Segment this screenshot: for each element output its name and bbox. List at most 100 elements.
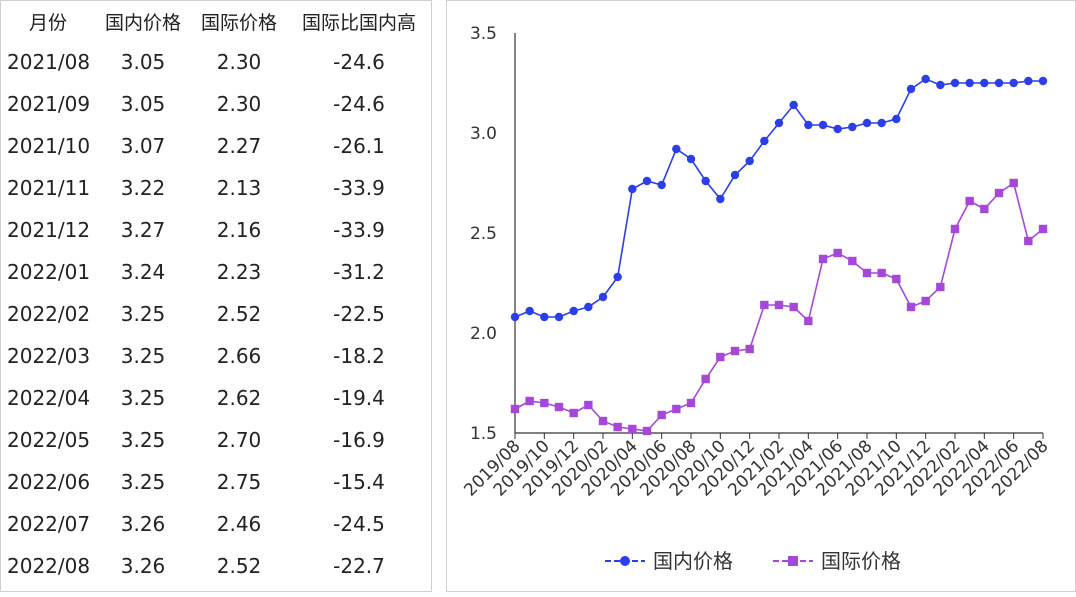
month-cell: 2022/07	[7, 512, 91, 536]
international-price-cell: 2.27	[216, 134, 262, 158]
data-point	[950, 224, 960, 234]
domestic-price-cell: 3.26	[120, 554, 166, 578]
month-cell: 2021/12	[7, 218, 91, 242]
header-international-price: 国际价格	[200, 11, 277, 34]
domestic-price-cell: 3.25	[120, 386, 166, 410]
month-cell: 2021/10	[7, 134, 91, 158]
domestic-price-cell: 3.25	[120, 470, 166, 494]
table-row: 2022/08 3.26 2.52 -22.7	[1, 545, 431, 587]
domestic-price-cell: 3.05	[120, 92, 166, 116]
data-point	[818, 254, 828, 264]
header-domestic-price: 国内价格	[104, 11, 181, 34]
month-cell: 2022/04	[7, 386, 91, 410]
international-price-cell: 2.46	[216, 512, 262, 536]
international-price-cell: 2.75	[216, 470, 262, 494]
data-point	[540, 312, 549, 322]
data-point	[1038, 224, 1048, 234]
domestic-price-cell: 3.25	[120, 428, 166, 452]
data-point	[642, 426, 652, 436]
price-table: 月份 国内价格 国际价格 国际比国内高 2021/08 3.05 2.30 -24.6…	[1, 1, 431, 587]
legend-marker	[620, 556, 630, 566]
data-point	[598, 416, 608, 426]
table-row: 2021/12 3.27 2.16 -33.9	[1, 209, 431, 251]
difference-cell: -33.9	[333, 218, 385, 242]
data-point	[994, 78, 1004, 88]
data-point	[1024, 236, 1033, 246]
y-tick-label: 3.5	[470, 24, 497, 44]
data-point	[1009, 78, 1018, 88]
international-price-cell: 2.13	[216, 176, 262, 200]
data-point	[760, 300, 769, 310]
international-price-cell: 2.52	[216, 302, 262, 326]
data-point	[877, 118, 886, 128]
data-point	[965, 196, 974, 206]
difference-cell: -24.6	[333, 92, 385, 116]
difference-cell: -18.2	[333, 344, 385, 368]
difference-cell: -15.4	[333, 470, 385, 494]
month-cell: 2022/06	[7, 470, 91, 494]
table-row: 2021/10 3.07 2.27 -26.1	[1, 125, 431, 167]
data-point	[906, 302, 916, 312]
data-point	[628, 424, 637, 434]
difference-cell: -24.5	[333, 512, 385, 536]
data-point	[1009, 178, 1018, 188]
legend-label: 国际价格	[821, 549, 901, 573]
data-point	[672, 144, 681, 154]
data-point	[965, 78, 974, 88]
data-point	[804, 316, 813, 326]
data-point	[525, 396, 534, 406]
domestic-price-cell: 3.24	[120, 260, 166, 284]
data-point	[686, 398, 696, 408]
y-tick-label: 2.5	[470, 224, 497, 244]
data-point	[774, 118, 784, 128]
table-row: 2022/07 3.26 2.46 -24.5	[1, 503, 431, 545]
international-price-cell: 2.62	[216, 386, 262, 410]
data-point	[613, 272, 622, 282]
data-point	[569, 408, 578, 418]
data-point	[789, 100, 798, 110]
data-point	[1038, 76, 1048, 86]
data-point	[804, 120, 813, 130]
series-domestic-price	[510, 74, 1048, 322]
legend-item: 国内价格	[605, 549, 733, 573]
month-cell: 2022/05	[7, 428, 91, 452]
difference-cell: -31.2	[333, 260, 385, 284]
difference-cell: -26.1	[333, 134, 385, 158]
data-point	[642, 176, 652, 186]
table-row: 2022/01 3.24 2.23 -31.2	[1, 251, 431, 293]
price-table-panel: 月份 国内价格 国际价格 国际比国内高 2021/08 3.05 2.30 -24.6…	[0, 0, 432, 592]
data-point	[554, 312, 564, 322]
y-tick-label: 1.5	[470, 424, 497, 444]
data-point	[510, 404, 520, 414]
domestic-price-cell: 3.25	[120, 344, 166, 368]
month-cell: 2022/01	[7, 260, 91, 284]
data-point	[833, 124, 842, 134]
series-line	[514, 78, 1043, 318]
data-point	[906, 84, 916, 94]
data-point	[774, 300, 784, 310]
month-cell: 2021/11	[7, 176, 91, 200]
data-point	[980, 78, 989, 88]
month-cell: 2021/08	[7, 50, 91, 74]
data-point	[862, 118, 872, 128]
data-point	[540, 398, 549, 408]
month-cell: 2022/03	[7, 344, 91, 368]
international-price-cell: 2.70	[216, 428, 262, 452]
table-row: 2022/06 3.25 2.75 -15.4	[1, 461, 431, 503]
table-row: 2022/05 3.25 2.70 -16.9	[1, 419, 431, 461]
table-row: 2021/09 3.05 2.30 -24.6	[1, 83, 431, 125]
y-tick-label: 3.0	[470, 124, 497, 144]
data-point	[510, 312, 520, 322]
data-point	[833, 248, 842, 258]
data-point	[584, 302, 593, 312]
legend: 国内价格 国际价格	[605, 549, 901, 573]
domestic-price-cell: 3.07	[120, 134, 166, 158]
data-point	[760, 136, 769, 146]
month-cell: 2021/09	[7, 92, 91, 116]
data-point	[672, 404, 681, 414]
table-header-row: 月份 国内价格 国际价格 国际比国内高	[1, 1, 431, 41]
table-body: 2021/08 3.05 2.30 -24.6 2021/09 3.05 2.30 -24.6…	[1, 41, 431, 587]
domestic-price-cell: 3.27	[120, 218, 166, 242]
domestic-price-cell: 3.05	[120, 50, 166, 74]
data-point	[657, 180, 666, 190]
